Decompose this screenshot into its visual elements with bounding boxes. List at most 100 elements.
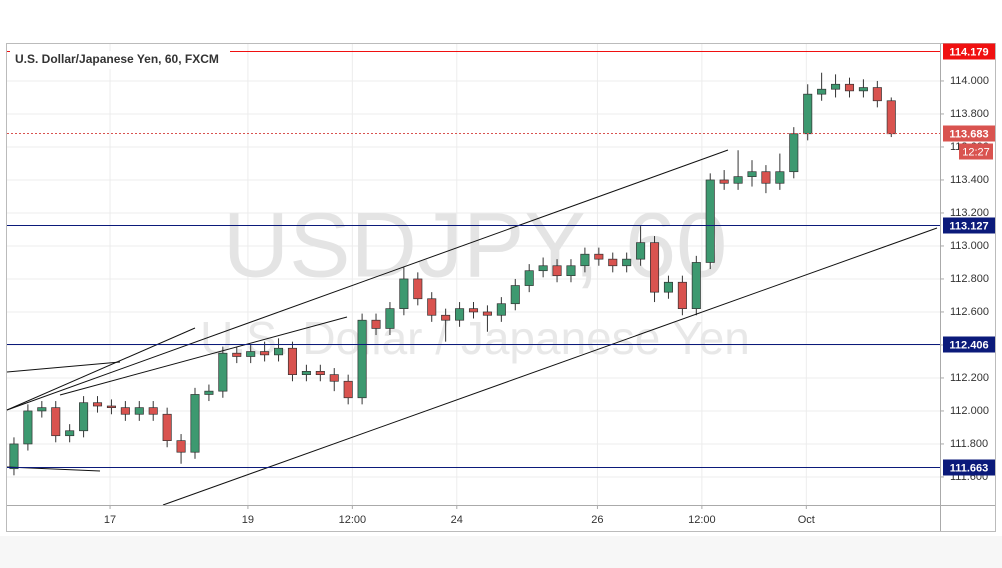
candle-body xyxy=(134,407,144,415)
candle-body xyxy=(371,319,381,329)
x-tick-label: 26 xyxy=(591,514,603,526)
candle-body xyxy=(622,258,632,267)
candle-body xyxy=(260,351,270,356)
candle-body xyxy=(413,278,423,300)
candle-body xyxy=(789,133,799,173)
level-label: 113.127 xyxy=(949,220,988,232)
candle-body xyxy=(761,171,771,184)
level-label: 112.406 xyxy=(949,339,988,351)
candle-body xyxy=(733,176,743,184)
candle-body xyxy=(552,265,562,277)
candle-body xyxy=(524,270,534,286)
candle-body xyxy=(190,394,200,453)
candle-body xyxy=(51,407,61,437)
candle-body xyxy=(176,440,186,453)
level-label: 111.663 xyxy=(950,462,989,474)
y-tick-label: 112.000 xyxy=(950,405,989,417)
x-tick-label: Oct xyxy=(798,514,815,526)
candle-body xyxy=(79,402,89,432)
x-tick-label: 12:00 xyxy=(688,514,716,526)
level-label-box xyxy=(943,43,995,60)
candle-body xyxy=(106,405,116,409)
level-label-box xyxy=(943,125,995,142)
y-tick-label: 112.200 xyxy=(950,372,989,384)
x-tick-label: 17 xyxy=(104,514,116,526)
y-tick-label: 113.400 xyxy=(950,174,989,186)
candle-body xyxy=(399,278,409,310)
candle-body xyxy=(496,303,506,316)
candle-body xyxy=(636,242,646,260)
candle-body xyxy=(468,308,479,313)
level-label-box xyxy=(943,336,995,353)
candle-body xyxy=(775,171,785,184)
chart-frame xyxy=(6,43,996,532)
candle-body xyxy=(510,285,520,305)
candle-body xyxy=(343,380,353,399)
trend-line xyxy=(6,327,196,411)
candle-body xyxy=(329,374,339,382)
candle-body xyxy=(831,83,841,90)
candle-body xyxy=(663,281,673,293)
y-tick-label: 114.000 xyxy=(950,75,989,87)
candle-body xyxy=(747,171,757,178)
candle-body xyxy=(427,298,437,316)
candle-body xyxy=(482,311,492,316)
trend-line xyxy=(6,361,121,373)
candle-body xyxy=(287,347,297,376)
candle-body xyxy=(455,308,465,321)
candle-body xyxy=(120,407,130,415)
candle-body xyxy=(162,413,172,442)
candle-body xyxy=(705,179,715,263)
level-label-box xyxy=(943,459,995,476)
candle-body xyxy=(691,262,701,310)
level-label-box xyxy=(943,217,995,234)
candle-body xyxy=(650,242,660,293)
candle-body xyxy=(357,319,367,399)
level-label: 114.179 xyxy=(949,46,988,58)
countdown: 12:27 xyxy=(962,146,990,158)
level-label: 113.683 xyxy=(949,128,988,140)
candle-body xyxy=(301,371,311,376)
trend-line xyxy=(162,227,938,506)
candle-body xyxy=(566,265,576,277)
candle-body xyxy=(844,83,855,92)
candle-body xyxy=(538,265,548,272)
y-tick-label: 113.800 xyxy=(950,108,989,120)
x-tick-label: 12:00 xyxy=(339,514,367,526)
x-tick-label: 24 xyxy=(451,514,463,526)
candle-body xyxy=(385,308,395,329)
candle-body xyxy=(246,351,256,357)
candle-body xyxy=(677,281,687,310)
candle-body xyxy=(218,352,228,392)
candle-body xyxy=(594,253,604,260)
candle-body xyxy=(608,258,618,267)
y-tick-label: 112.600 xyxy=(950,306,989,318)
footer-strip xyxy=(0,536,1002,568)
trend-lines xyxy=(6,149,938,506)
title-bg xyxy=(10,51,230,69)
candle-body xyxy=(580,253,590,267)
candle-body xyxy=(148,407,158,415)
countdown-box xyxy=(959,143,993,160)
candle-body xyxy=(65,430,75,437)
candle-body xyxy=(441,314,451,321)
chart-title: U.S. Dollar/Japanese Yen, 60, FXCM xyxy=(15,52,219,66)
candle-body xyxy=(803,93,813,135)
candle-body xyxy=(872,87,882,102)
candles-layer xyxy=(9,72,896,476)
candle-body xyxy=(23,410,33,445)
candle-body xyxy=(204,390,214,395)
y-tick-label: 113.200 xyxy=(950,207,989,219)
candle-body xyxy=(92,402,103,407)
trend-line xyxy=(59,316,348,396)
y-tick-label: 113.000 xyxy=(950,240,989,252)
candle-body xyxy=(274,347,284,356)
candle-body xyxy=(232,352,242,357)
watermark-subtitle: U.S. Dollar / Japanese Yen xyxy=(200,312,750,364)
trend-line xyxy=(6,149,729,411)
y-tick-label: 111.800 xyxy=(950,438,988,450)
candle-body xyxy=(817,88,827,95)
